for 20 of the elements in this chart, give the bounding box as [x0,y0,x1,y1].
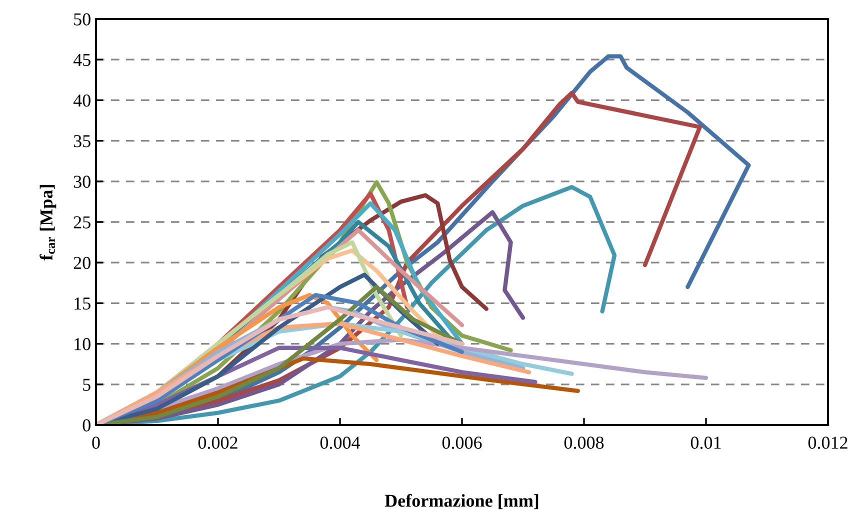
y-tick-label: 10 [74,338,90,350]
x-tick-label: 0.012 [808,436,848,449]
y-tick-label: 35 [74,135,90,148]
y-tick-label: 50 [74,13,90,26]
x-tick-label: 0.008 [564,436,604,449]
x-tick-label: 0 [92,436,100,449]
x-tick-label: 0.002 [198,436,238,449]
y-axis-title: f$_{car}$ [Mpa] [40,185,56,260]
y-tick-label: 25 [74,216,90,228]
y-tick-label: 0 [82,419,90,432]
y-tick-label: 40 [73,94,90,107]
x-tick-label: 0.01 [690,436,721,449]
x-tick-label: 0.006 [442,436,482,449]
y-tick-label: 15 [74,298,90,310]
y-tick-label: 30 [74,176,90,188]
x-axis-title: Deformazione [mm] [384,494,538,510]
y-tick-label: 45 [73,54,90,66]
x-tick-label: 0.004 [320,436,360,449]
y-tick-label: 20 [74,256,90,270]
y-tick-label: 5 [83,378,90,391]
